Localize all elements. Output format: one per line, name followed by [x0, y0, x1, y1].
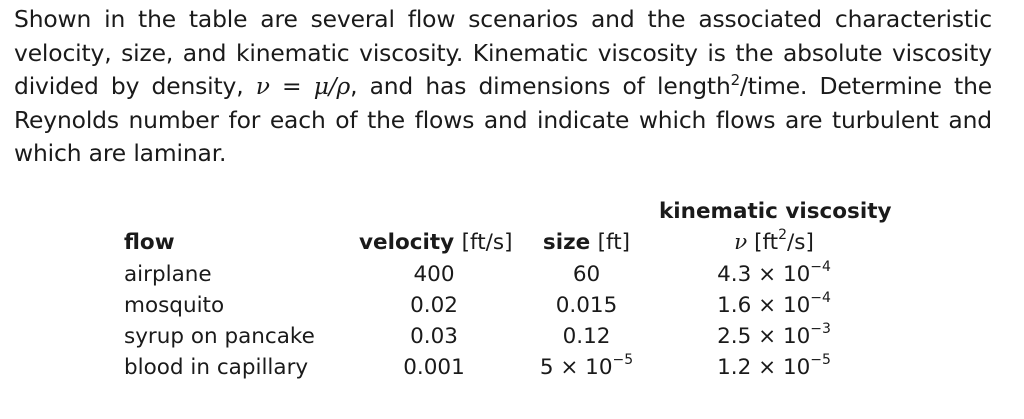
size-base: 5 × 10 [539, 355, 613, 380]
header-size-unit: [ft] [597, 230, 631, 255]
size-base: 0.12 [562, 324, 611, 349]
visc-base: 1.6 × 10 [717, 293, 811, 318]
table-row-size: 5 × 10−5 [534, 352, 639, 381]
table-row-flow: syrup on pancake [124, 324, 315, 349]
problem-statement: Shown in the table are several flow scen… [14, 3, 992, 171]
problem-text-part-3: /time. Determine the Reynolds number for… [14, 72, 992, 168]
table-row-velocity: 400 [413, 262, 455, 287]
table-row-flow: mosquito [124, 293, 225, 318]
problem-text-part-1: Shown in the table are several flow scen… [14, 5, 992, 101]
visc-base: 1.2 × 10 [717, 355, 811, 380]
header-size: size [ft] [534, 230, 639, 256]
size-exp: −5 [612, 352, 634, 368]
table-row-viscosity: 2.5 × 10−3 [659, 321, 889, 350]
header-velocity-unit: [ft/s] [461, 230, 513, 255]
table-row-viscosity: 1.6 × 10−4 [659, 290, 889, 319]
problem-text-part-2: , and has dimensions of length [350, 72, 731, 101]
header-viscosity-unit: ν [ft2/s] [659, 227, 889, 256]
header-flow: flow [124, 230, 175, 255]
table-row-flow: blood in capillary [124, 355, 309, 380]
table-row-velocity: 0.02 [410, 293, 458, 318]
table-row-velocity: 0.001 [403, 355, 465, 380]
visc-base: 2.5 × 10 [717, 324, 811, 349]
viscosity-formula: ν = μ/ρ [255, 72, 351, 101]
visc-unit-exp: 2 [778, 227, 787, 243]
size-base: 0.015 [555, 293, 618, 318]
table-row-size: 0.015 [534, 293, 639, 319]
table-row-size: 0.12 [534, 324, 639, 350]
table-row-velocity: 0.03 [410, 324, 458, 349]
table-row-size: 60 [534, 262, 639, 288]
visc-exp: −3 [810, 321, 831, 337]
table-row-viscosity: 4.3 × 10−4 [659, 259, 889, 288]
visc-exp: −5 [810, 352, 831, 368]
header-viscosity: kinematic viscosity [659, 199, 892, 224]
table-row-viscosity: 1.2 × 10−5 [659, 352, 889, 381]
size-base: 60 [572, 262, 601, 287]
nu-symbol: ν [734, 230, 748, 255]
header-velocity-label: velocity [359, 230, 455, 255]
table-row-flow: airplane [124, 262, 212, 287]
header-velocity: velocity [ft/s] [359, 230, 513, 256]
flow-table: kinematic viscosity flow velocity [ft/s]… [124, 197, 904, 397]
visc-exp: −4 [810, 290, 831, 306]
visc-base: 4.3 × 10 [717, 262, 811, 287]
visc-exp: −4 [810, 259, 831, 275]
header-size-label: size [542, 230, 591, 255]
visc-unit-post: /s] [787, 230, 814, 255]
visc-unit-pre: [ft [754, 230, 779, 255]
length-exponent: 2 [730, 71, 741, 90]
